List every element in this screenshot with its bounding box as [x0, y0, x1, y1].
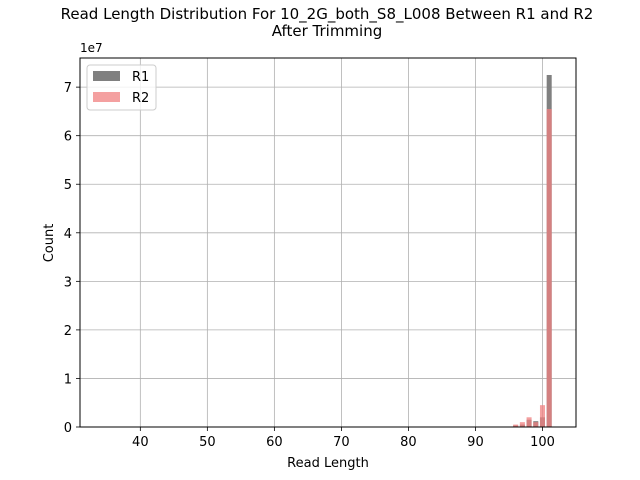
x-tick-label: 70	[333, 435, 350, 450]
x-tick-label: 50	[199, 435, 216, 450]
chart-title: Read Length Distribution For 10_2G_both_…	[61, 5, 594, 24]
grid-lines	[80, 58, 576, 428]
bar-r2	[539, 405, 545, 427]
y-tick-label: 5	[64, 178, 72, 193]
y-tick-label: 0	[64, 421, 72, 436]
y-multiplier-label: 1e7	[80, 41, 103, 55]
y-tick-label: 6	[64, 130, 72, 145]
legend-label-r2: R2	[132, 91, 149, 106]
legend: R1 R2	[86, 64, 157, 111]
bar-r2	[533, 422, 539, 427]
chart-subtitle: After Trimming	[272, 22, 383, 40]
y-axis-label: Count	[42, 224, 57, 263]
y-tick-label: 3	[64, 275, 72, 290]
y-axis-ticks: 0 1 2 3 4 5 6 7	[64, 81, 80, 436]
y-tick-label: 2	[64, 324, 72, 339]
bar-r2	[546, 108, 552, 428]
x-tick-label: 40	[132, 435, 149, 450]
x-tick-label: 60	[266, 435, 283, 450]
x-axis-label: Read Length	[287, 456, 369, 471]
bar-r2	[526, 417, 532, 427]
bar-r2	[513, 424, 519, 427]
x-tick-label: 100	[530, 435, 555, 450]
histogram-bars	[513, 74, 552, 428]
x-axis-ticks: 40 50 60 70 80 90 100	[132, 427, 555, 450]
legend-swatch-r1	[93, 71, 120, 81]
y-tick-label: 4	[64, 227, 72, 242]
y-tick-label: 1	[64, 372, 72, 387]
legend-swatch-r2	[93, 92, 120, 102]
x-tick-label: 90	[467, 435, 484, 450]
x-tick-label: 80	[400, 435, 417, 450]
y-tick-label: 7	[64, 81, 72, 96]
legend-label-r1: R1	[132, 70, 149, 85]
bar-r2	[519, 422, 525, 427]
plot-frame	[79, 57, 577, 428]
